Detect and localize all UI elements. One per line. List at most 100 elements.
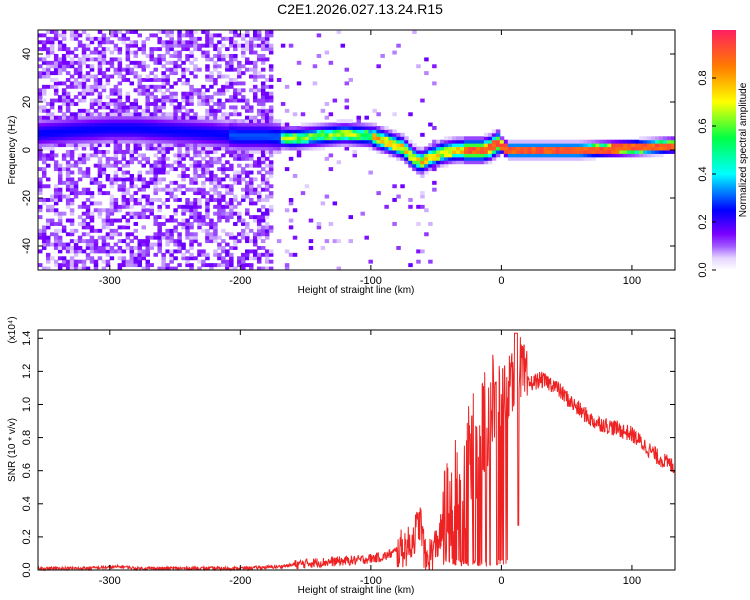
heat-cell [440, 150, 445, 154]
heat-cell [237, 33, 242, 38]
heat-cell [125, 218, 131, 223]
heat-cell [145, 146, 150, 151]
heat-cell [268, 43, 274, 48]
heat-cell [260, 81, 266, 86]
heat-cell [249, 177, 254, 182]
heat-cell [65, 194, 71, 199]
heat-cell [49, 129, 55, 134]
heat-cell [105, 242, 111, 247]
heat-cell [324, 122, 330, 127]
heat-cell [296, 139, 302, 144]
heat-cell [659, 146, 664, 151]
heat-cell [563, 156, 568, 161]
heat-cell [221, 153, 226, 158]
heat-cell [125, 30, 131, 34]
heat-cell [368, 259, 373, 264]
heat-cell [153, 146, 158, 151]
heat-cell [252, 146, 258, 151]
x-tick-label: 0 [498, 275, 504, 287]
heat-cell [424, 156, 429, 161]
heat-cell [185, 91, 190, 96]
heat-cell [252, 84, 258, 89]
heat-cell [268, 119, 274, 124]
heat-cell [189, 225, 194, 230]
heat-cell [539, 153, 545, 158]
heat-cell [213, 187, 218, 192]
y-tick-label: 0.2 [21, 529, 33, 544]
heat-cell [113, 67, 119, 72]
heat-cell [38, 126, 43, 130]
heat-cell [61, 156, 67, 161]
heat-cell [105, 252, 111, 257]
heat-cell [221, 263, 226, 268]
heat-cell [209, 218, 214, 223]
heat-cell [185, 115, 190, 120]
heat-cell [153, 177, 158, 182]
heat-cell [177, 150, 182, 154]
heat-cell [117, 119, 123, 124]
heat-cell [133, 228, 139, 233]
heat-cell [157, 132, 162, 137]
heat-cell [288, 129, 294, 134]
heat-cell [121, 194, 127, 199]
heat-cell [233, 242, 238, 247]
heat-cell [448, 156, 453, 161]
heat-cell [117, 50, 123, 55]
heat-cell [643, 150, 648, 154]
heat-cell [197, 218, 202, 223]
heat-cell [38, 143, 43, 148]
heat-cell [205, 57, 210, 62]
heat-cell [651, 153, 656, 158]
heat-cell [69, 143, 75, 148]
heat-cell [249, 187, 254, 192]
heat-cell [213, 143, 218, 148]
heat-cell [233, 150, 238, 154]
heat-cell [432, 163, 437, 168]
heat-cell [53, 60, 59, 65]
heat-cell [161, 153, 166, 158]
heat-cell [452, 160, 457, 165]
heat-cell [189, 132, 194, 137]
heat-cell [189, 43, 194, 48]
heat-cell [237, 81, 242, 86]
heat-cell [225, 259, 230, 264]
heat-cell [65, 177, 71, 182]
heat-cell [145, 102, 150, 106]
heat-cell [189, 146, 194, 151]
heat-cell [65, 98, 71, 103]
heat-cell [487, 156, 493, 161]
colorbar-tick-label: 0.0 [697, 262, 709, 277]
heat-cell [213, 184, 218, 189]
heat-cell [77, 160, 83, 165]
heat-cell [81, 232, 87, 237]
heat-cell [252, 43, 258, 48]
heat-cell [607, 150, 612, 154]
heat-cell [404, 150, 409, 154]
heat-cell [460, 136, 465, 141]
heat-cell [193, 122, 198, 127]
heat-cell [121, 105, 127, 110]
heat-cell [153, 102, 158, 106]
heat-cell [169, 180, 174, 185]
heat-cell [57, 105, 63, 110]
heat-cell [121, 163, 127, 168]
heat-cell [77, 64, 83, 69]
heat-cell [81, 132, 87, 137]
heat-cell [77, 71, 83, 76]
heat-cell [511, 143, 517, 148]
heat-cell [45, 102, 51, 106]
heat-cell [69, 81, 75, 86]
heat-cell [61, 43, 67, 48]
heat-cell [105, 177, 111, 182]
heat-cell [284, 84, 290, 89]
heat-cell [133, 146, 139, 151]
heat-cell [97, 71, 103, 76]
heat-cell [73, 60, 79, 65]
heat-cell [559, 153, 565, 158]
heat-cell [81, 239, 87, 244]
heat-cell [45, 225, 51, 230]
heat-cell [149, 235, 154, 240]
heat-cell [181, 163, 186, 168]
heat-cell [479, 153, 485, 158]
heat-cell [260, 146, 266, 151]
